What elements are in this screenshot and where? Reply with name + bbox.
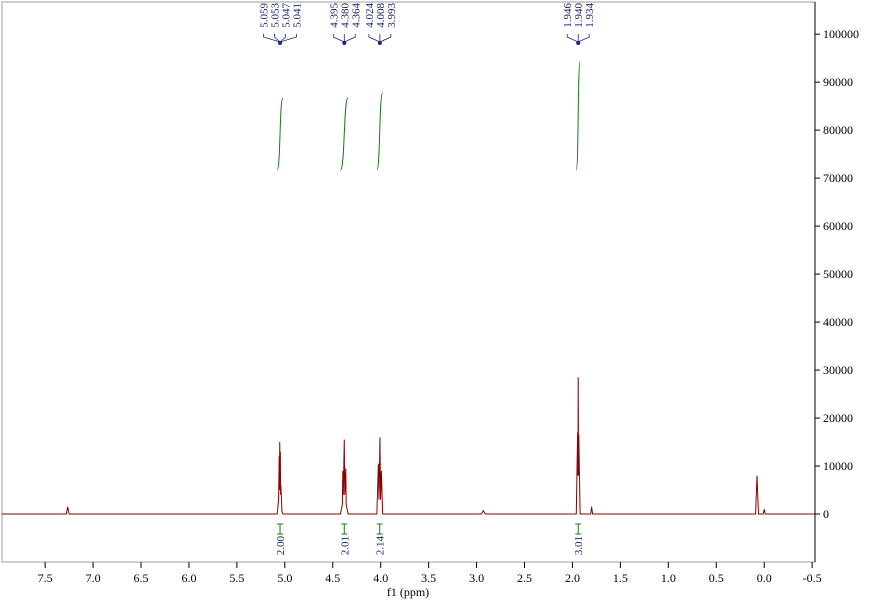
peak-connector [379, 34, 392, 43]
peak-connector [279, 34, 297, 43]
x-tick-label: 7.0 [86, 571, 101, 585]
y-tick-label: 90000 [823, 75, 853, 89]
x-tick-label: 1.0 [661, 571, 676, 585]
peak-label: 4.008 [375, 3, 387, 28]
peak-label: 1.946 [562, 3, 574, 28]
integral-curve [339, 97, 349, 171]
y-tick-label: 70000 [823, 171, 853, 185]
x-tick-label: 0.5 [709, 571, 724, 585]
peak-marker [377, 41, 382, 45]
peak-connector [566, 34, 579, 43]
y-tick-label: 20000 [823, 411, 853, 425]
peak-marker [576, 41, 581, 45]
x-tick-label: 1.5 [613, 571, 628, 585]
peak-connector [368, 34, 381, 43]
y-tick-label: 50000 [823, 267, 853, 281]
peak-label: 4.380 [339, 3, 351, 28]
y-tick-label: 30000 [823, 363, 853, 377]
integral-label: 3.01 [573, 536, 585, 555]
integral-label: 2.00 [275, 536, 287, 556]
x-axis-label: f1 (ppm) [387, 585, 429, 599]
integral-label: 2.14 [375, 536, 387, 556]
plot-frame [1, 1, 816, 563]
x-tick-label: 3.5 [421, 571, 436, 585]
x-tick-label: 6.0 [181, 571, 196, 585]
integral-bracket [376, 523, 383, 535]
peak-connector [344, 34, 356, 43]
peak-label: 3.993 [386, 3, 398, 28]
x-tick-label: 5.5 [229, 571, 244, 585]
peak-label: 5.059 [259, 3, 271, 28]
x-tick-label: 3.0 [469, 571, 484, 585]
x-tick-label: 4.5 [325, 571, 340, 585]
peak-label: 1.934 [584, 3, 596, 28]
peak-label: 4.024 [364, 3, 376, 28]
y-tick-label: 80000 [823, 123, 853, 137]
peak-connector [332, 34, 345, 43]
x-tick-label: -0.5 [803, 571, 822, 585]
x-tick-label: 2.5 [517, 571, 532, 585]
y-tick-label: 0 [823, 507, 829, 521]
peak-connector [263, 34, 281, 43]
peak-label: 4.364 [350, 3, 362, 28]
x-tick-label: 2.0 [565, 571, 580, 585]
y-tick-label: 40000 [823, 315, 853, 329]
y-tick-label: 10000 [823, 459, 853, 473]
peak-marker [342, 41, 347, 45]
spectrum-line [2, 377, 815, 515]
peak-label: 4.395 [328, 3, 340, 28]
y-tick-label: 60000 [823, 219, 853, 233]
integral-bracket [575, 523, 582, 535]
x-tick-label: 0.0 [757, 571, 772, 585]
peak-label: 5.053 [270, 3, 282, 28]
peak-marker [278, 41, 283, 45]
peak-connector [578, 34, 590, 43]
peak-label: 5.047 [281, 3, 293, 28]
x-tick-label: 7.5 [38, 571, 53, 585]
x-tick-label: 4.0 [373, 571, 388, 585]
peak-label: 5.041 [292, 3, 304, 28]
integral-curve [276, 97, 284, 171]
peak-connector [274, 34, 281, 43]
peak-connector [279, 34, 286, 43]
x-tick-label: 5.0 [277, 571, 292, 585]
integral-curve [376, 92, 384, 171]
integral-bracket [341, 523, 348, 535]
integral-curve [575, 61, 581, 171]
x-tick-label: 6.5 [134, 571, 149, 585]
y-tick-label: 100000 [823, 27, 859, 41]
integral-label: 2.01 [339, 536, 351, 555]
peak-label: 1.940 [573, 3, 585, 28]
integral-bracket [277, 523, 284, 535]
